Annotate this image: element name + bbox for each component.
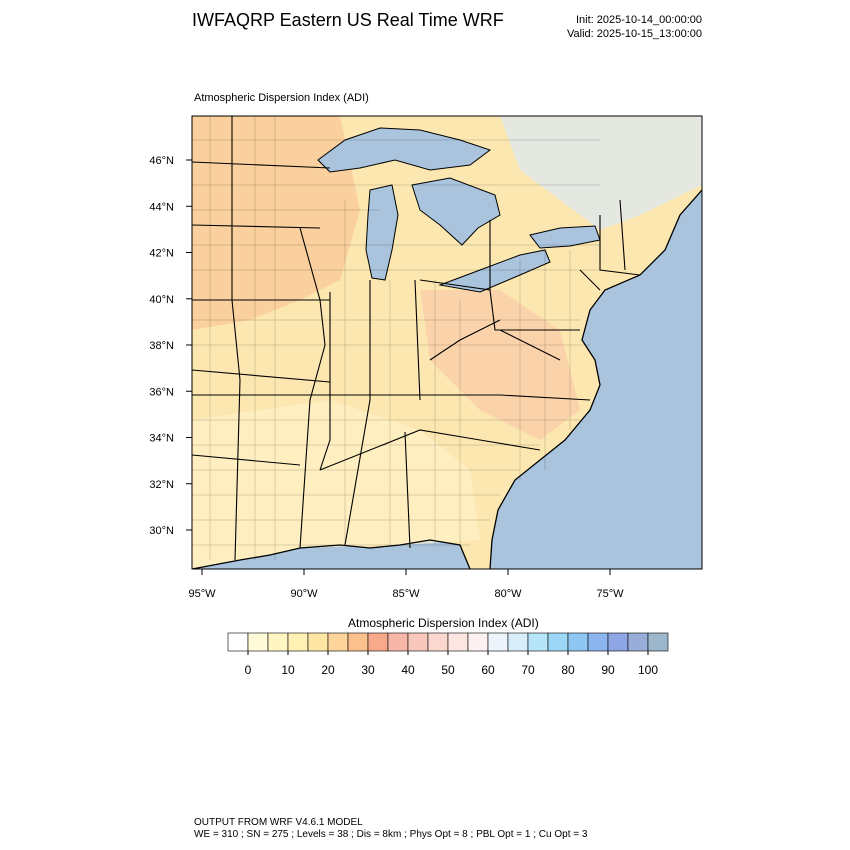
colorbar-swatch [247,632,269,652]
lon-label: 85°W [392,588,420,600]
map-frame [191,115,703,570]
lon-label: 75°W [596,588,624,600]
colorbar-label: 70 [521,663,535,677]
colorbar-label: 100 [638,663,658,677]
colorbar-swatch [567,632,589,652]
colorbar-swatch [527,632,549,652]
colorbar-swatch [427,632,449,652]
colorbar-label: 60 [481,663,495,677]
lat-label: 46°N [149,155,174,167]
colorbar-swatch [307,632,329,652]
colorbar-title: Atmospheric Dispersion Index (ADI) [348,616,539,630]
lat-label: 44°N [149,201,174,213]
lat-label: 40°N [149,294,174,306]
lon-label: 90°W [290,588,318,600]
map-field [192,116,702,569]
map-title: Atmospheric Dispersion Index (ADI) [194,92,369,104]
colorbar-label: 90 [601,663,615,677]
colorbar-swatch [447,632,469,652]
colorbar-swatch [647,632,669,652]
colorbar-swatch [507,632,529,652]
lat-label: 34°N [149,433,174,445]
lat-label: 36°N [149,386,174,398]
colorbar-swatch [327,632,349,652]
colorbar-swatch [267,632,289,652]
lat-label: 32°N [149,479,174,491]
colorbar-label: 80 [561,663,575,677]
footer-line: OUTPUT FROM WRF V4.6.1 MODEL [194,817,363,828]
colorbar-label: 30 [361,663,375,677]
title: IWFAQRP Eastern US Real Time WRF [192,10,504,30]
colorbar-label: 0 [245,663,252,677]
lat-label: 38°N [149,340,174,352]
lon-label: 95°W [188,588,216,600]
lat-label: 42°N [149,248,174,260]
colorbar-swatch [287,632,309,652]
colorbar-swatch [407,632,429,652]
colorbar-swatch [487,632,509,652]
colorbar-swatch [587,632,609,652]
colorbar-swatch [547,632,569,652]
colorbar-swatch [367,632,389,652]
lat-label: 30°N [149,525,174,537]
colorbar-swatch [607,632,629,652]
colorbar-label: 50 [441,663,455,677]
colorbar-swatch [347,632,369,652]
colorbar-swatch [387,632,409,652]
colorbar-swatch [627,632,649,652]
colorbar-label: 20 [321,663,335,677]
colorbar-swatch [227,632,249,652]
init-time: Init: 2025-10-14_00:00:00 [576,14,702,26]
colorbar-label: 10 [281,663,295,677]
colorbar-swatch [467,632,489,652]
valid-time: Valid: 2025-10-15_13:00:00 [567,28,702,40]
footer-line: WE = 310 ; SN = 275 ; Levels = 38 ; Dis … [194,829,588,840]
colorbar-label: 40 [401,663,415,677]
lon-label: 80°W [494,588,522,600]
